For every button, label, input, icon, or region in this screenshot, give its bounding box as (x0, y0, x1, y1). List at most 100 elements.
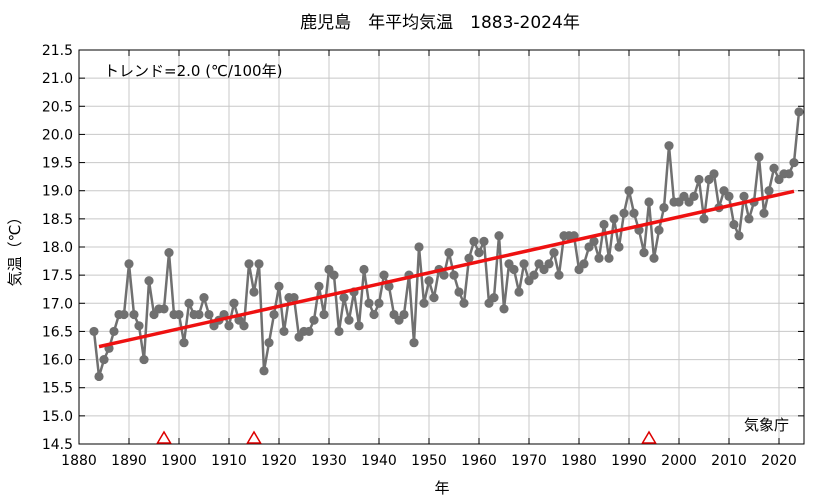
data-point (604, 253, 614, 263)
data-point (89, 326, 99, 337)
data-point (709, 169, 719, 179)
data-point (454, 287, 464, 297)
data-point (119, 309, 129, 320)
data-point (649, 253, 659, 263)
data-point (579, 259, 589, 269)
data-point (784, 169, 794, 179)
data-point (449, 270, 459, 280)
data-point (514, 287, 524, 297)
data-point (339, 293, 349, 303)
y-tick-label: 15.0 (42, 409, 73, 425)
data-point (529, 270, 539, 280)
data-point (739, 191, 749, 201)
y-tick-label: 16.0 (42, 353, 73, 369)
y-tick-label: 17.0 (42, 296, 73, 312)
data-point (314, 281, 324, 291)
x-tick-label: 1890 (111, 453, 147, 469)
data-point (224, 321, 234, 331)
data-point (139, 354, 149, 365)
data-point (409, 338, 419, 348)
data-point (334, 326, 344, 337)
data-point (239, 321, 249, 331)
data-point (244, 259, 254, 269)
data-point (764, 186, 774, 196)
data-point (399, 309, 409, 320)
x-tick-label: 1910 (211, 453, 247, 469)
trend-line (98, 189, 795, 349)
data-point (184, 298, 194, 308)
data-point (414, 242, 424, 252)
data-point (569, 231, 579, 241)
x-axis-label: 年 (434, 479, 449, 497)
x-tick-label: 2000 (661, 453, 697, 469)
data-point (269, 309, 279, 320)
data-point (639, 248, 649, 258)
x-tick-label: 1960 (461, 453, 497, 469)
data-point (724, 191, 734, 201)
data-point (694, 174, 704, 185)
data-point (734, 231, 744, 241)
x-tick-label: 1940 (361, 453, 397, 469)
axis-ticks: 14.5 15.0 15.5 16.0 16.5 17.0 17.5 18.0 18.5 19.0… (42, 43, 804, 469)
x-tick-label: 1980 (561, 453, 597, 469)
data-point (644, 197, 654, 207)
data-point (254, 259, 264, 269)
chart-title: 鹿児島 年平均気温 1883-2024年 (300, 13, 580, 33)
data-point (309, 315, 319, 325)
x-tick-label: 1970 (511, 453, 547, 469)
data-point (199, 293, 209, 303)
data-point (594, 253, 604, 263)
data-point (429, 293, 439, 303)
data-point (554, 270, 564, 280)
data-point (264, 338, 274, 348)
y-tick-label: 15.5 (42, 381, 73, 397)
data-point (124, 259, 134, 269)
data-point (464, 253, 474, 263)
data-point (364, 298, 374, 308)
trend-annotation: トレンド=2.0 (℃/100年) (104, 62, 282, 80)
x-tick-label: 1990 (611, 453, 647, 469)
data-point (279, 326, 289, 337)
data-point (759, 208, 769, 218)
data-point (179, 338, 189, 348)
data-point (609, 214, 619, 224)
data-point (479, 236, 489, 246)
data-point (174, 309, 184, 320)
data-point (359, 264, 369, 275)
data-point (544, 259, 554, 269)
data-point (319, 309, 329, 320)
data-point (109, 326, 119, 337)
data-point (589, 236, 599, 246)
y-tick-label: 20.5 (42, 99, 73, 115)
marker-layer (156, 430, 657, 444)
data-point (489, 293, 499, 303)
data-point (689, 191, 699, 201)
data-point (729, 219, 739, 230)
data-point (789, 157, 799, 168)
data-point (344, 315, 354, 325)
data-point (144, 276, 154, 286)
station-change-marker (641, 430, 657, 444)
data-point (329, 270, 339, 280)
data-point (129, 309, 139, 320)
y-tick-label: 19.0 (42, 184, 73, 200)
x-tick-label: 1950 (411, 453, 447, 469)
data-point (379, 270, 389, 280)
y-axis-label: 気温（℃） (6, 210, 24, 287)
data-point (94, 371, 104, 382)
grid (79, 50, 804, 444)
data-point (509, 264, 519, 275)
data-point (599, 219, 609, 230)
data-point (204, 309, 214, 320)
y-tick-label: 20.0 (42, 127, 73, 143)
data-point (159, 304, 169, 314)
x-tick-label: 1930 (311, 453, 347, 469)
y-tick-label: 18.0 (42, 240, 73, 256)
y-tick-label: 18.5 (42, 212, 73, 228)
station-change-marker (246, 430, 262, 444)
x-tick-label: 1880 (61, 453, 97, 469)
y-tick-label: 21.5 (42, 43, 73, 59)
data-point (444, 248, 454, 258)
x-tick-label: 1900 (161, 453, 197, 469)
